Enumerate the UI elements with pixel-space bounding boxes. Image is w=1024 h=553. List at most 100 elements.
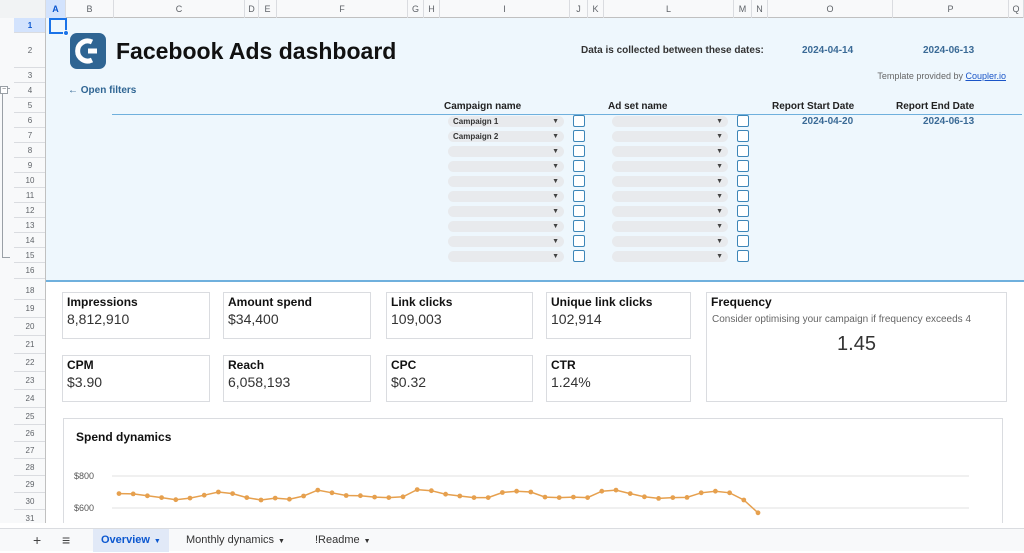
data-point[interactable] bbox=[642, 494, 647, 500]
data-point[interactable] bbox=[670, 495, 676, 500]
fill-handle[interactable] bbox=[63, 30, 69, 36]
row-30[interactable]: 30 bbox=[14, 493, 45, 510]
data-point[interactable] bbox=[287, 496, 292, 502]
row-2[interactable]: 2 bbox=[14, 33, 45, 68]
ad-set-dropdown[interactable]: ▼ bbox=[612, 191, 728, 202]
ad-set-dropdown[interactable]: ▼ bbox=[612, 251, 728, 262]
data-point[interactable] bbox=[258, 497, 264, 503]
data-point[interactable] bbox=[613, 487, 619, 493]
row-4[interactable]: 4 bbox=[14, 83, 45, 98]
data-point[interactable] bbox=[684, 495, 690, 500]
campaign-checkbox[interactable] bbox=[573, 250, 585, 262]
row-22[interactable]: 22 bbox=[14, 354, 45, 372]
ad-set-dropdown[interactable]: ▼ bbox=[612, 161, 728, 172]
column-d[interactable]: D bbox=[245, 0, 259, 18]
campaign-dropdown[interactable]: ▼ bbox=[448, 251, 564, 262]
column-b[interactable]: B bbox=[66, 0, 114, 18]
row-group-collapse-button[interactable]: − bbox=[0, 86, 8, 94]
data-point[interactable] bbox=[301, 493, 306, 499]
row-6[interactable]: 6 bbox=[14, 113, 45, 128]
column-g[interactable]: G bbox=[408, 0, 424, 18]
spend-dynamics-chart[interactable]: Spend dynamics $800 $600 bbox=[63, 418, 1003, 523]
campaign-dropdown[interactable]: ▼ bbox=[448, 206, 564, 217]
column-m[interactable]: M bbox=[734, 0, 752, 18]
column-j[interactable]: J bbox=[570, 0, 588, 18]
data-point[interactable] bbox=[159, 495, 164, 500]
data-point[interactable] bbox=[713, 488, 718, 494]
campaign-dropdown[interactable]: ▼ bbox=[448, 236, 564, 247]
data-point[interactable] bbox=[400, 494, 406, 500]
data-point[interactable] bbox=[542, 494, 548, 500]
select-all-corner[interactable] bbox=[0, 0, 46, 18]
row-12[interactable]: 12 bbox=[14, 203, 45, 218]
ad-set-dropdown[interactable]: ▼ bbox=[612, 221, 728, 232]
row-15[interactable]: 15 bbox=[14, 248, 45, 263]
data-point[interactable] bbox=[201, 492, 207, 498]
row-31[interactable]: 31 bbox=[14, 510, 45, 523]
data-point[interactable] bbox=[571, 494, 576, 500]
data-point[interactable] bbox=[315, 487, 321, 493]
row-14[interactable]: 14 bbox=[14, 233, 45, 248]
ad-set-checkbox[interactable] bbox=[737, 130, 749, 142]
row-27[interactable]: 27 bbox=[14, 442, 45, 459]
row-18[interactable]: 18 bbox=[14, 282, 45, 300]
column-k[interactable]: K bbox=[588, 0, 604, 18]
ad-set-dropdown[interactable]: ▼ bbox=[612, 131, 728, 142]
row-8[interactable]: 8 bbox=[14, 143, 45, 158]
data-point[interactable] bbox=[272, 495, 278, 501]
column-p[interactable]: P bbox=[893, 0, 1009, 18]
data-point[interactable] bbox=[386, 495, 392, 500]
data-point[interactable] bbox=[471, 495, 477, 500]
row-21[interactable]: 21 bbox=[14, 336, 45, 354]
ad-set-checkbox[interactable] bbox=[737, 235, 749, 247]
data-point[interactable] bbox=[414, 487, 420, 492]
row-3[interactable]: 3 bbox=[14, 68, 45, 83]
campaign-checkbox[interactable] bbox=[573, 175, 585, 187]
row-1[interactable]: 1 bbox=[14, 18, 45, 33]
add-sheet-icon[interactable]: + bbox=[33, 532, 42, 548]
data-point[interactable] bbox=[727, 490, 732, 496]
data-point[interactable] bbox=[585, 495, 590, 500]
campaign-checkbox[interactable] bbox=[573, 190, 585, 202]
row-28[interactable]: 28 bbox=[14, 459, 45, 476]
column-c[interactable]: C bbox=[114, 0, 245, 18]
row-11[interactable]: 11 bbox=[14, 188, 45, 203]
campaign-dropdown[interactable]: Campaign 1 ▼ bbox=[448, 116, 564, 127]
campaign-dropdown[interactable]: ▼ bbox=[448, 176, 564, 187]
column-f[interactable]: F bbox=[277, 0, 408, 18]
data-point[interactable] bbox=[485, 495, 491, 500]
row-29[interactable]: 29 bbox=[14, 476, 45, 493]
data-point[interactable] bbox=[244, 495, 250, 500]
data-point[interactable] bbox=[116, 491, 122, 496]
campaign-dropdown[interactable]: ▼ bbox=[448, 146, 564, 157]
row-5[interactable]: 5 bbox=[14, 98, 45, 113]
data-point[interactable] bbox=[741, 497, 747, 503]
data-point[interactable] bbox=[358, 493, 363, 499]
ad-set-dropdown[interactable]: ▼ bbox=[612, 176, 728, 187]
data-point[interactable] bbox=[514, 488, 519, 494]
data-point[interactable] bbox=[343, 493, 349, 498]
coupler-link[interactable]: Coupler.io bbox=[965, 71, 1006, 81]
campaign-checkbox[interactable] bbox=[573, 115, 585, 127]
data-point[interactable] bbox=[372, 494, 377, 500]
column-a[interactable]: A bbox=[46, 0, 66, 18]
ad-set-checkbox[interactable] bbox=[737, 250, 749, 262]
open-filters-button[interactable]: ← Open filters bbox=[68, 85, 136, 96]
report-start-date[interactable]: 2024-04-20 bbox=[802, 116, 854, 127]
tab-overview[interactable]: Overview ▼ bbox=[93, 529, 169, 552]
data-point[interactable] bbox=[187, 495, 193, 501]
campaign-checkbox[interactable] bbox=[573, 160, 585, 172]
row-24[interactable]: 24 bbox=[14, 390, 45, 408]
row-20[interactable]: 20 bbox=[14, 318, 45, 336]
campaign-dropdown[interactable]: ▼ bbox=[448, 161, 564, 172]
campaign-dropdown[interactable]: ▼ bbox=[448, 191, 564, 202]
report-end-date[interactable]: 2024-06-13 bbox=[923, 116, 975, 127]
all-sheets-menu-icon[interactable]: ≡ bbox=[62, 532, 71, 548]
row-9[interactable]: 9 bbox=[14, 158, 45, 173]
data-point[interactable] bbox=[556, 495, 562, 500]
data-point[interactable] bbox=[457, 493, 463, 499]
data-point[interactable] bbox=[599, 488, 605, 494]
data-point[interactable] bbox=[429, 488, 434, 494]
column-o[interactable]: O bbox=[768, 0, 893, 18]
column-i[interactable]: I bbox=[440, 0, 570, 18]
